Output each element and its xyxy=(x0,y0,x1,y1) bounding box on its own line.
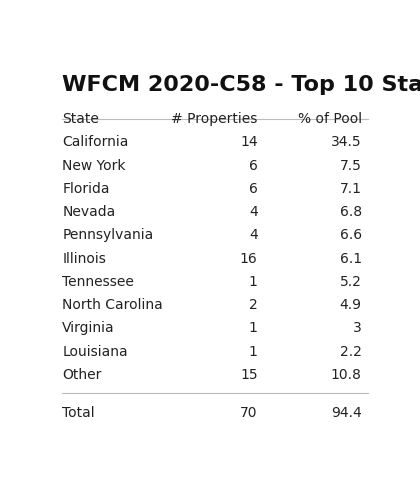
Text: 15: 15 xyxy=(240,368,257,382)
Text: 34.5: 34.5 xyxy=(331,135,362,150)
Text: WFCM 2020-C58 - Top 10 States: WFCM 2020-C58 - Top 10 States xyxy=(62,75,420,95)
Text: Total: Total xyxy=(62,407,95,420)
Text: Tennessee: Tennessee xyxy=(62,275,134,289)
Text: 6.6: 6.6 xyxy=(340,228,362,243)
Text: Other: Other xyxy=(62,368,102,382)
Text: 16: 16 xyxy=(240,252,257,265)
Text: 70: 70 xyxy=(240,407,257,420)
Text: 2: 2 xyxy=(249,298,257,312)
Text: # Properties: # Properties xyxy=(171,112,257,126)
Text: 5.2: 5.2 xyxy=(340,275,362,289)
Text: % of Pool: % of Pool xyxy=(298,112,362,126)
Text: North Carolina: North Carolina xyxy=(62,298,163,312)
Text: Louisiana: Louisiana xyxy=(62,345,128,358)
Text: Pennsylvania: Pennsylvania xyxy=(62,228,154,243)
Text: 7.5: 7.5 xyxy=(340,159,362,172)
Text: 3: 3 xyxy=(353,321,362,336)
Text: Nevada: Nevada xyxy=(62,205,116,219)
Text: 6: 6 xyxy=(249,182,257,196)
Text: 4.9: 4.9 xyxy=(340,298,362,312)
Text: Florida: Florida xyxy=(62,182,110,196)
Text: California: California xyxy=(62,135,129,150)
Text: Illinois: Illinois xyxy=(62,252,106,265)
Text: 6.1: 6.1 xyxy=(340,252,362,265)
Text: 7.1: 7.1 xyxy=(340,182,362,196)
Text: State: State xyxy=(62,112,99,126)
Text: 6: 6 xyxy=(249,159,257,172)
Text: 14: 14 xyxy=(240,135,257,150)
Text: 2.2: 2.2 xyxy=(340,345,362,358)
Text: 4: 4 xyxy=(249,228,257,243)
Text: 6.8: 6.8 xyxy=(340,205,362,219)
Text: New York: New York xyxy=(62,159,126,172)
Text: 4: 4 xyxy=(249,205,257,219)
Text: 94.4: 94.4 xyxy=(331,407,362,420)
Text: 1: 1 xyxy=(249,345,257,358)
Text: 10.8: 10.8 xyxy=(331,368,362,382)
Text: Virginia: Virginia xyxy=(62,321,115,336)
Text: 1: 1 xyxy=(249,321,257,336)
Text: 1: 1 xyxy=(249,275,257,289)
